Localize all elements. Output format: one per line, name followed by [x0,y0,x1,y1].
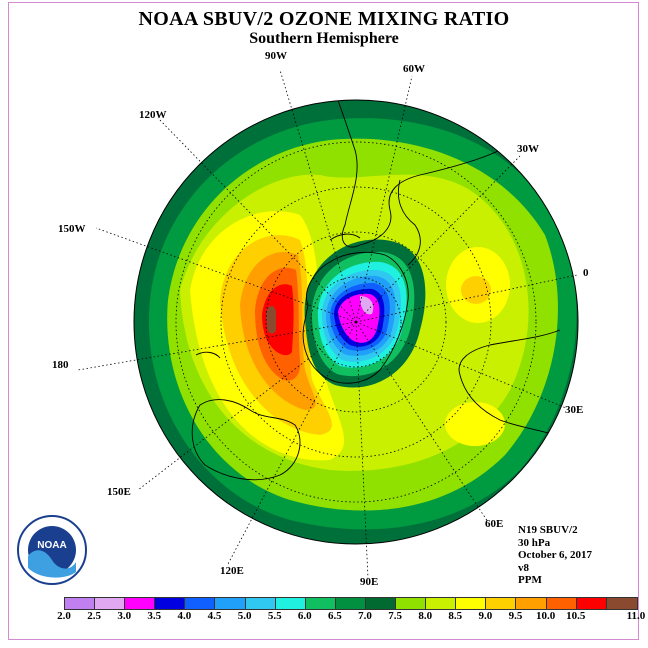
lon-label-0: 0 [583,267,589,279]
lon-label-30w: 30W [517,143,539,155]
colorbar-swatch [305,598,336,609]
colorbar-swatch [155,598,186,609]
version-label: v8 [518,561,529,574]
lon-label-150e: 150E [107,486,131,498]
lon-label-120e: 120E [220,565,244,577]
colorbar-tick-label: 8.5 [448,610,463,622]
lon-label-60w: 60W [403,63,425,75]
colorbar-swatch [456,598,487,609]
colorbar-tick-label: 3.5 [147,610,162,622]
lon-label-60e: 60E [485,518,504,530]
colorbar-tick-label: 2.5 [87,610,101,622]
colorbar [64,597,638,610]
colorbar-swatch [245,598,276,609]
colorbar-swatch [185,598,216,609]
colorbar-swatch [576,598,607,609]
map-title: NOAA SBUV/2 OZONE MIXING RATIO [138,8,510,30]
colorbar-swatch [335,598,366,609]
colorbar-swatch [95,598,126,609]
colorbar-swatch [516,598,547,609]
colorbar-tick-label: 10.5 [566,610,586,622]
colorbar-tick-label: 2.0 [57,610,71,622]
colorbar-swatch [486,598,517,609]
colorbar-swatch [215,598,246,609]
date-label: October 6, 2017 [518,549,593,561]
lon-label-90w: 90W [265,50,287,62]
colorbar-swatch [546,598,577,609]
map-frame [8,2,639,640]
colorbar-tick-label: 4.5 [207,610,222,622]
colorbar-swatch [125,598,156,609]
colorbar-tick-label: 5.0 [237,610,252,622]
colorbar-swatch [275,598,306,609]
colorbar-tick-label: 6.0 [297,610,312,622]
colorbar-tick-label: 7.5 [388,610,402,622]
map-boundary [133,99,579,545]
lon-label-150w: 150W [58,223,86,235]
colorbar-tick-label: 9.0 [478,610,493,622]
colorbar-tick-label: 6.5 [328,610,342,622]
units-label: PPM [518,574,542,586]
lon-label-180: 180 [52,359,69,371]
colorbar-tick-label: 8.0 [418,610,433,622]
colorbar-tick-label: 4.0 [177,610,192,622]
colorbar-tick-label: 7.0 [358,610,372,622]
colorbar-swatch [426,598,457,609]
colorbar-tick-label: 9.5 [508,610,523,622]
colorbar-tick-label: 10.0 [535,610,556,622]
colorbar-swatch [606,598,637,609]
info-block: N19 SBUV/2 30 hPa October 6, 2017 v8 PPM [518,524,592,587]
colorbar-tick-label: 3.0 [117,610,132,622]
colorbar-tick-label: 11.0 [626,610,646,622]
colorbar-swatch [65,598,96,609]
lon-label-120w: 120W [139,109,167,121]
ozone-hole [304,239,426,388]
colorbar-swatch [396,598,427,609]
map-subtitle: Southern Hemisphere [249,30,399,47]
colorbar-swatch [365,598,397,609]
pressure-level: 30 hPa [518,536,551,549]
noaa-logo: NOAA [17,515,87,585]
graticule [77,69,578,579]
satellite-label: N19 SBUV/2 [518,524,578,536]
lon-label-30e: 30E [565,404,584,416]
lon-label-90e: 90E [360,576,379,588]
ozone-field [134,100,578,544]
colorbar-tick-label: 5.5 [267,610,282,622]
svg-text:NOAA: NOAA [37,540,66,551]
